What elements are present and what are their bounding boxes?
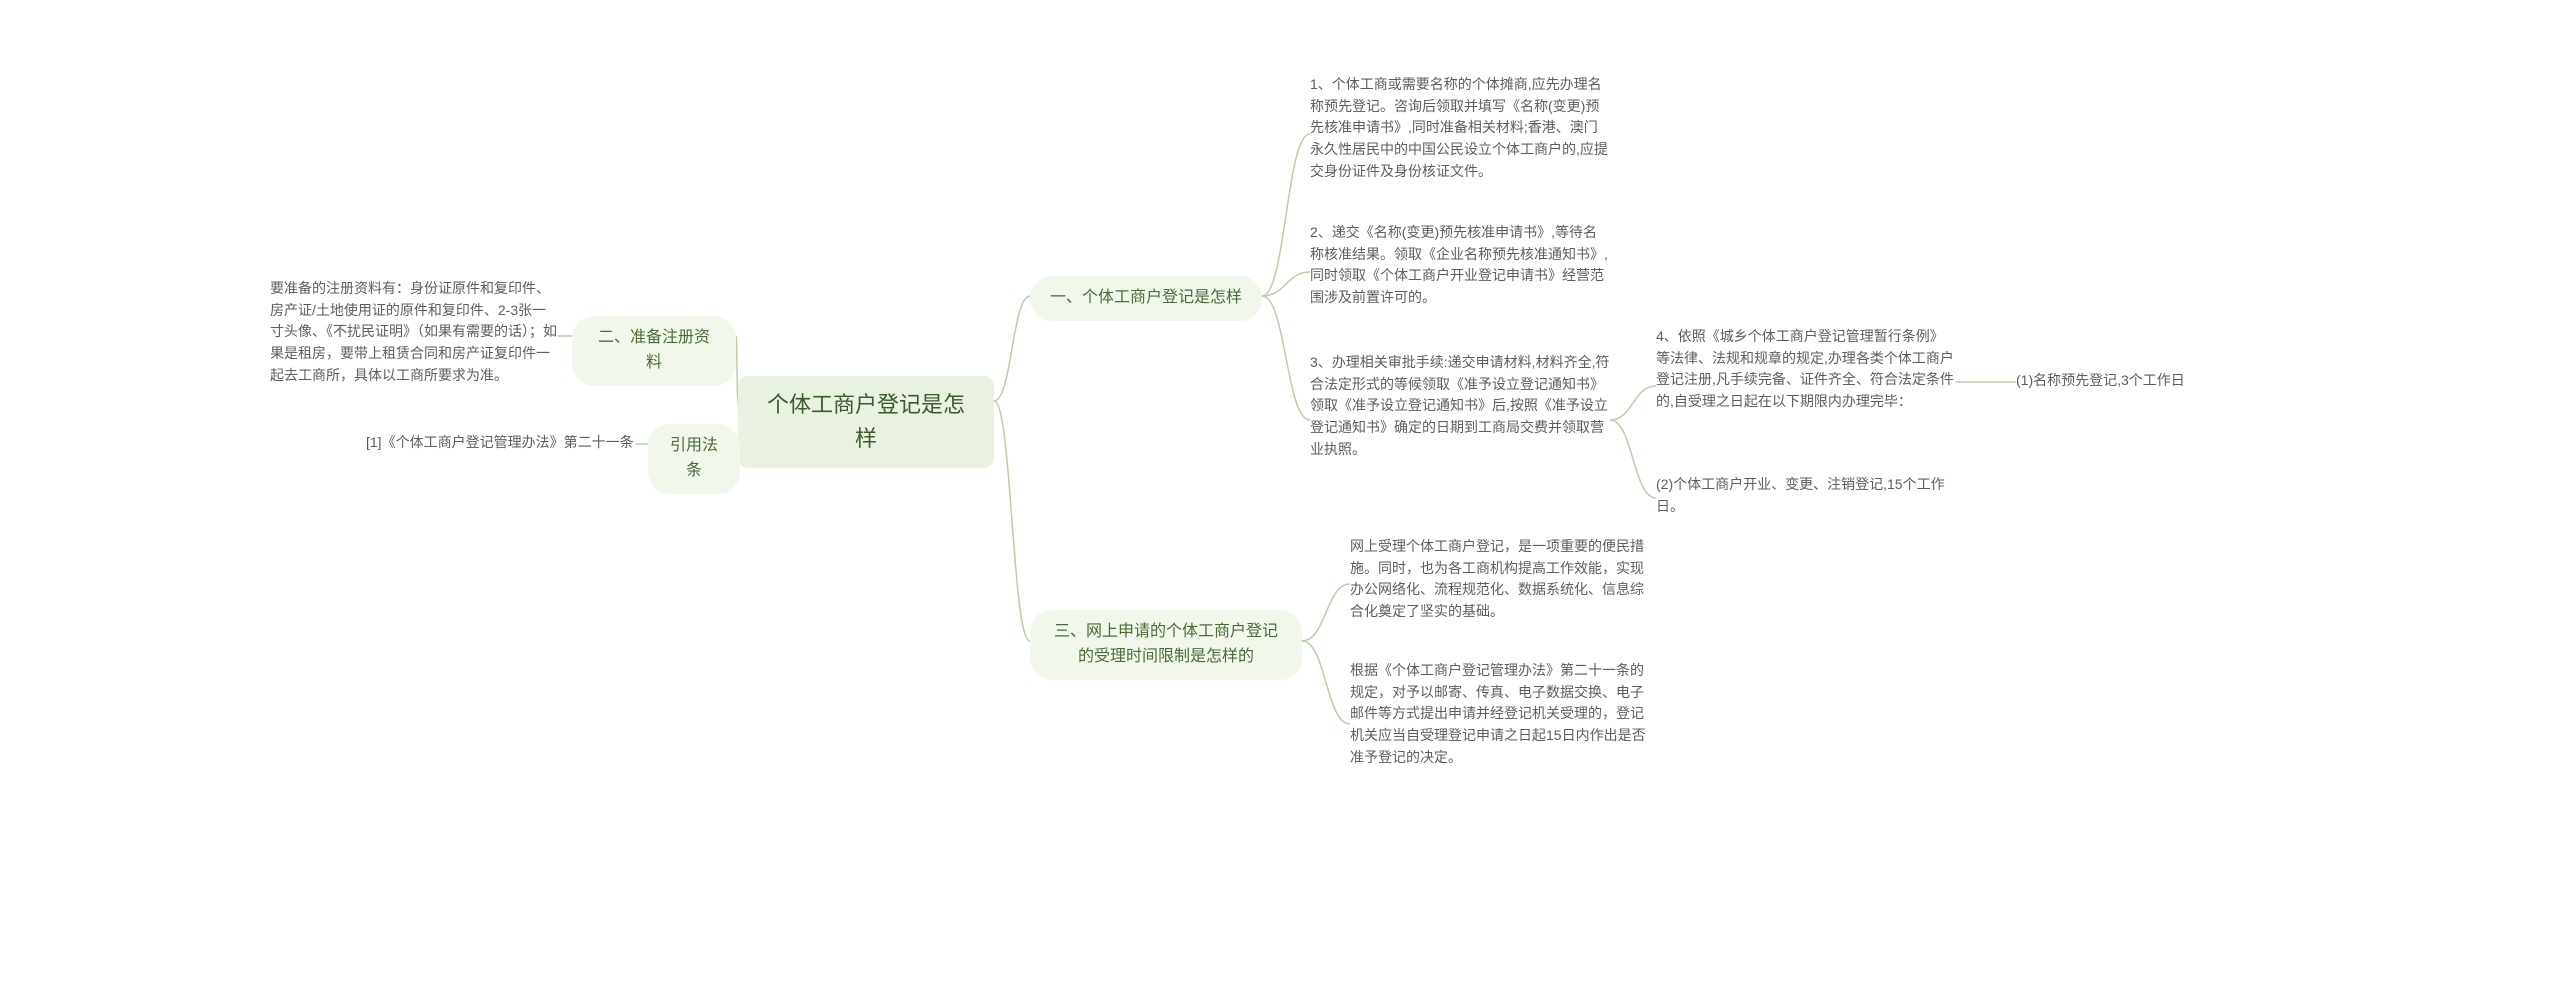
leaf-1-3-1: 4、依照《城乡个体工商户登记管理暂行条例》等法律、法规和规章的规定,办理各类个体… [1656, 326, 1956, 413]
leaf-3-2: 根据《个体工商户登记管理办法》第二十一条的规定，对予以邮寄、传真、电子数据交换、… [1350, 660, 1650, 768]
leaf-ref-1: [1]《个体工商户登记管理办法》第二十一条 [366, 432, 636, 454]
leaf-1-3-2: (2)个体工商户开业、变更、注销登记,15个工作日。 [1656, 474, 1956, 517]
leaf-1-2: 2、递交《名称(变更)预先核准申请书》,等待名称核准结果。领取《企业名称预先核准… [1310, 222, 1610, 309]
leaf-1-3-1-a: (1)名称预先登记,3个工作日 [2016, 370, 2216, 392]
leaf-1-3: 3、办理相关审批手续:递交申请材料,材料齐全,符合法定形式的等候领取《准予设立登… [1310, 352, 1610, 460]
root-node[interactable]: 个体工商户登记是怎样 [738, 376, 994, 468]
branch-references[interactable]: 引用法条 [648, 424, 740, 494]
leaf-3-1: 网上受理个体工商户登记，是一项重要的便民措施。同时，也为各工商机构提高工作效能，… [1350, 536, 1650, 623]
leaf-2-1: 要准备的注册资料有：身份证原件和复印件、房产证/土地使用证的原件和复印件、2-3… [270, 278, 558, 386]
leaf-1-1: 1、个体工商或需要名称的个体摊商,应先办理名称预先登记。咨询后领取并填写《名称(… [1310, 74, 1610, 182]
branch-section-2[interactable]: 二、准备注册资料 [572, 316, 736, 386]
connector-layer [0, 0, 2560, 989]
branch-section-1[interactable]: 一、个体工商户登记是怎样 [1030, 276, 1262, 321]
branch-section-3[interactable]: 三、网上申请的个体工商户登记的受理时间限制是怎样的 [1030, 610, 1302, 680]
